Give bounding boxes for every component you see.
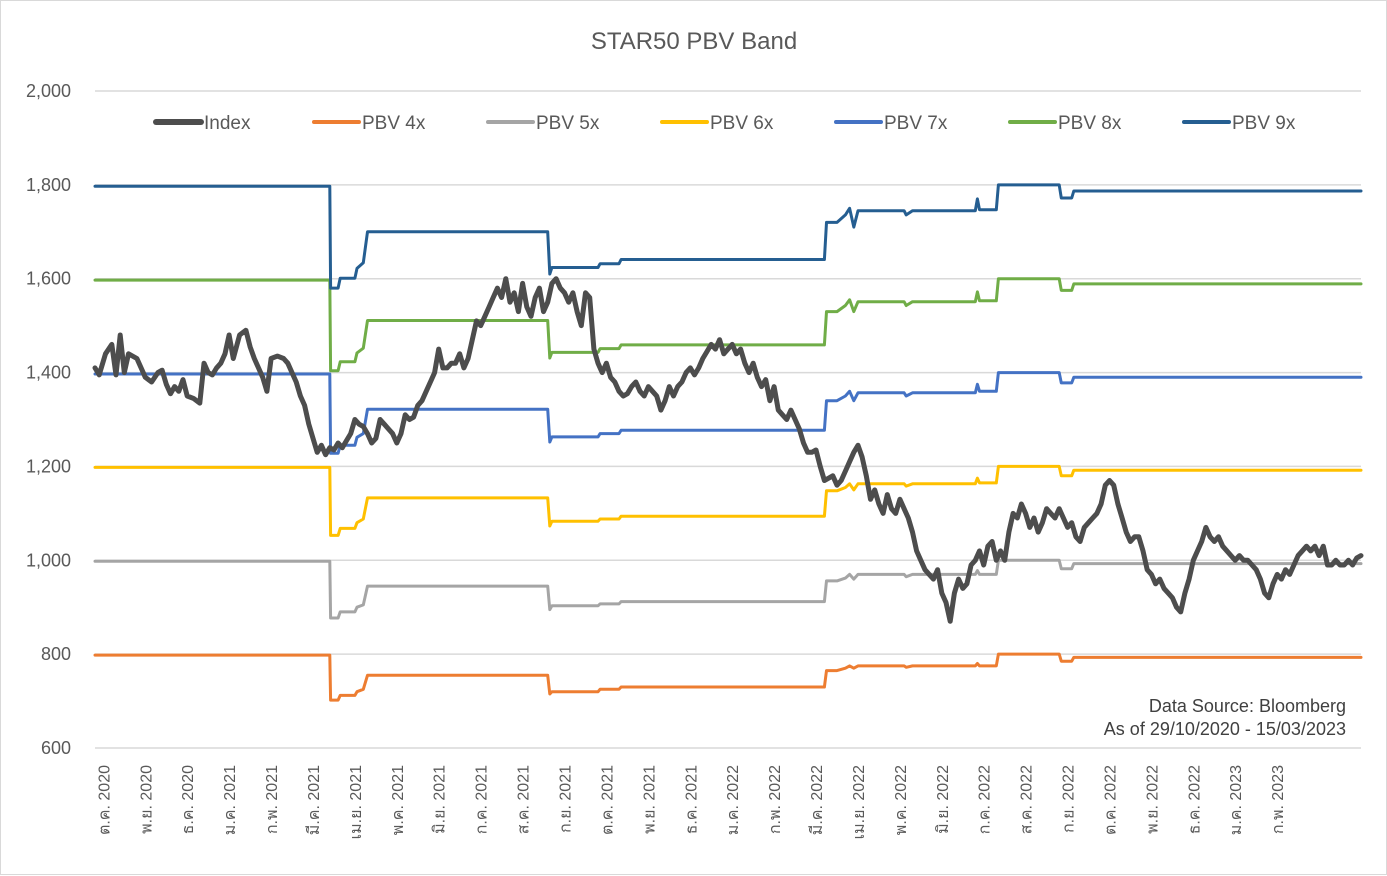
series-line-pbv-6x <box>93 464 1363 537</box>
x-tick-label: ม.ค. 2021 <box>222 765 239 835</box>
plot-area <box>92 183 1364 702</box>
legend-label: PBV 9x <box>1232 113 1296 134</box>
y-tick-label: 2,000 <box>26 81 71 101</box>
chart-title: STAR50 PBV Band <box>591 28 797 55</box>
x-tick-label: ม.ค. 2023 <box>1228 765 1245 835</box>
x-tick-label: ธ.ค. 2020 <box>180 765 197 835</box>
x-tick-label: มี.ค. 2021 <box>305 765 323 835</box>
x-tick-label: มิ.ย. 2022 <box>935 765 952 834</box>
y-tick-label: 1,000 <box>26 550 71 570</box>
legend-label: PBV 4x <box>362 113 426 134</box>
x-tick-label: พ.ค. 2022 <box>893 765 910 835</box>
x-tick-label: พ.ย. 2022 <box>1144 765 1161 834</box>
data-source-note: Data Source: Bloomberg <box>1149 696 1346 716</box>
x-tick-label: ธ.ค. 2021 <box>683 765 700 835</box>
legend-label: PBV 6x <box>710 113 774 134</box>
y-tick-label: 1,800 <box>26 175 71 195</box>
x-tick-label: ธ.ค. 2022 <box>1186 765 1203 835</box>
x-tick-label: ต.ค. 2022 <box>1102 765 1119 835</box>
x-tick-label: ต.ค. 2021 <box>599 765 616 835</box>
x-tick-label: ส.ค. 2021 <box>516 765 533 835</box>
x-tick-label: พ.ย. 2021 <box>641 765 658 834</box>
x-tick-label: ก.ย. 2021 <box>558 765 575 833</box>
series-line-pbv-5x <box>93 558 1363 620</box>
x-tick-label: ก.ค. 2021 <box>474 765 491 834</box>
y-tick-label: 1,600 <box>26 269 71 289</box>
x-tick-label: มิ.ย. 2021 <box>432 765 449 834</box>
y-tick-label: 800 <box>41 644 71 664</box>
x-tick-label: พ.ค. 2021 <box>390 765 407 835</box>
legend-label: PBV 7x <box>884 113 948 134</box>
x-tick-label: เม.ย. 2022 <box>851 765 868 839</box>
legend-label: PBV 8x <box>1058 113 1122 134</box>
date-range-note: As of 29/10/2020 - 15/03/2023 <box>1104 719 1346 739</box>
series-line-pbv-8x <box>93 277 1363 373</box>
x-tick-label: มี.ค. 2022 <box>808 765 826 835</box>
series-line-pbv-7x <box>93 371 1363 455</box>
x-tick-label: ก.พ. 2021 <box>264 765 281 834</box>
y-tick-label: 1,400 <box>26 363 71 383</box>
x-tick-label: ต.ค. 2020 <box>96 765 113 835</box>
y-axis-ticks: 600 800 1,000 1,200 1,400 1,600 1,800 2,000 <box>26 81 71 758</box>
series-line-pbv-9x <box>93 183 1363 290</box>
x-tick-label: ม.ค. 2022 <box>725 765 742 835</box>
legend-label: Index <box>204 113 251 134</box>
x-tick-label: ก.พ. 2023 <box>1270 765 1287 834</box>
x-tick-label: ก.ย. 2022 <box>1061 765 1078 833</box>
legend-label: PBV 5x <box>536 113 600 134</box>
series-line-index <box>92 276 1364 624</box>
legend: Index PBV 4x PBV 5x PBV 6x PBV 7x PBV 8x PBV 9… <box>153 113 1296 134</box>
x-axis: ต.ค. 2020 พ.ย. 2020 ธ.ค. 2020 ม.ค. 2021 ก.พ.… <box>96 765 1287 839</box>
x-tick-label: เม.ย. 2021 <box>348 765 365 839</box>
x-tick-label: ก.พ. 2022 <box>767 765 784 834</box>
x-tick-label: ก.ค. 2022 <box>977 765 994 834</box>
x-tick-label: พ.ย. 2020 <box>138 765 155 834</box>
x-tick-label: ส.ค. 2022 <box>1019 765 1036 835</box>
y-tick-label: 1,200 <box>26 456 71 476</box>
y-tick-label: 600 <box>41 738 71 758</box>
series-line-pbv-4x <box>93 652 1363 702</box>
